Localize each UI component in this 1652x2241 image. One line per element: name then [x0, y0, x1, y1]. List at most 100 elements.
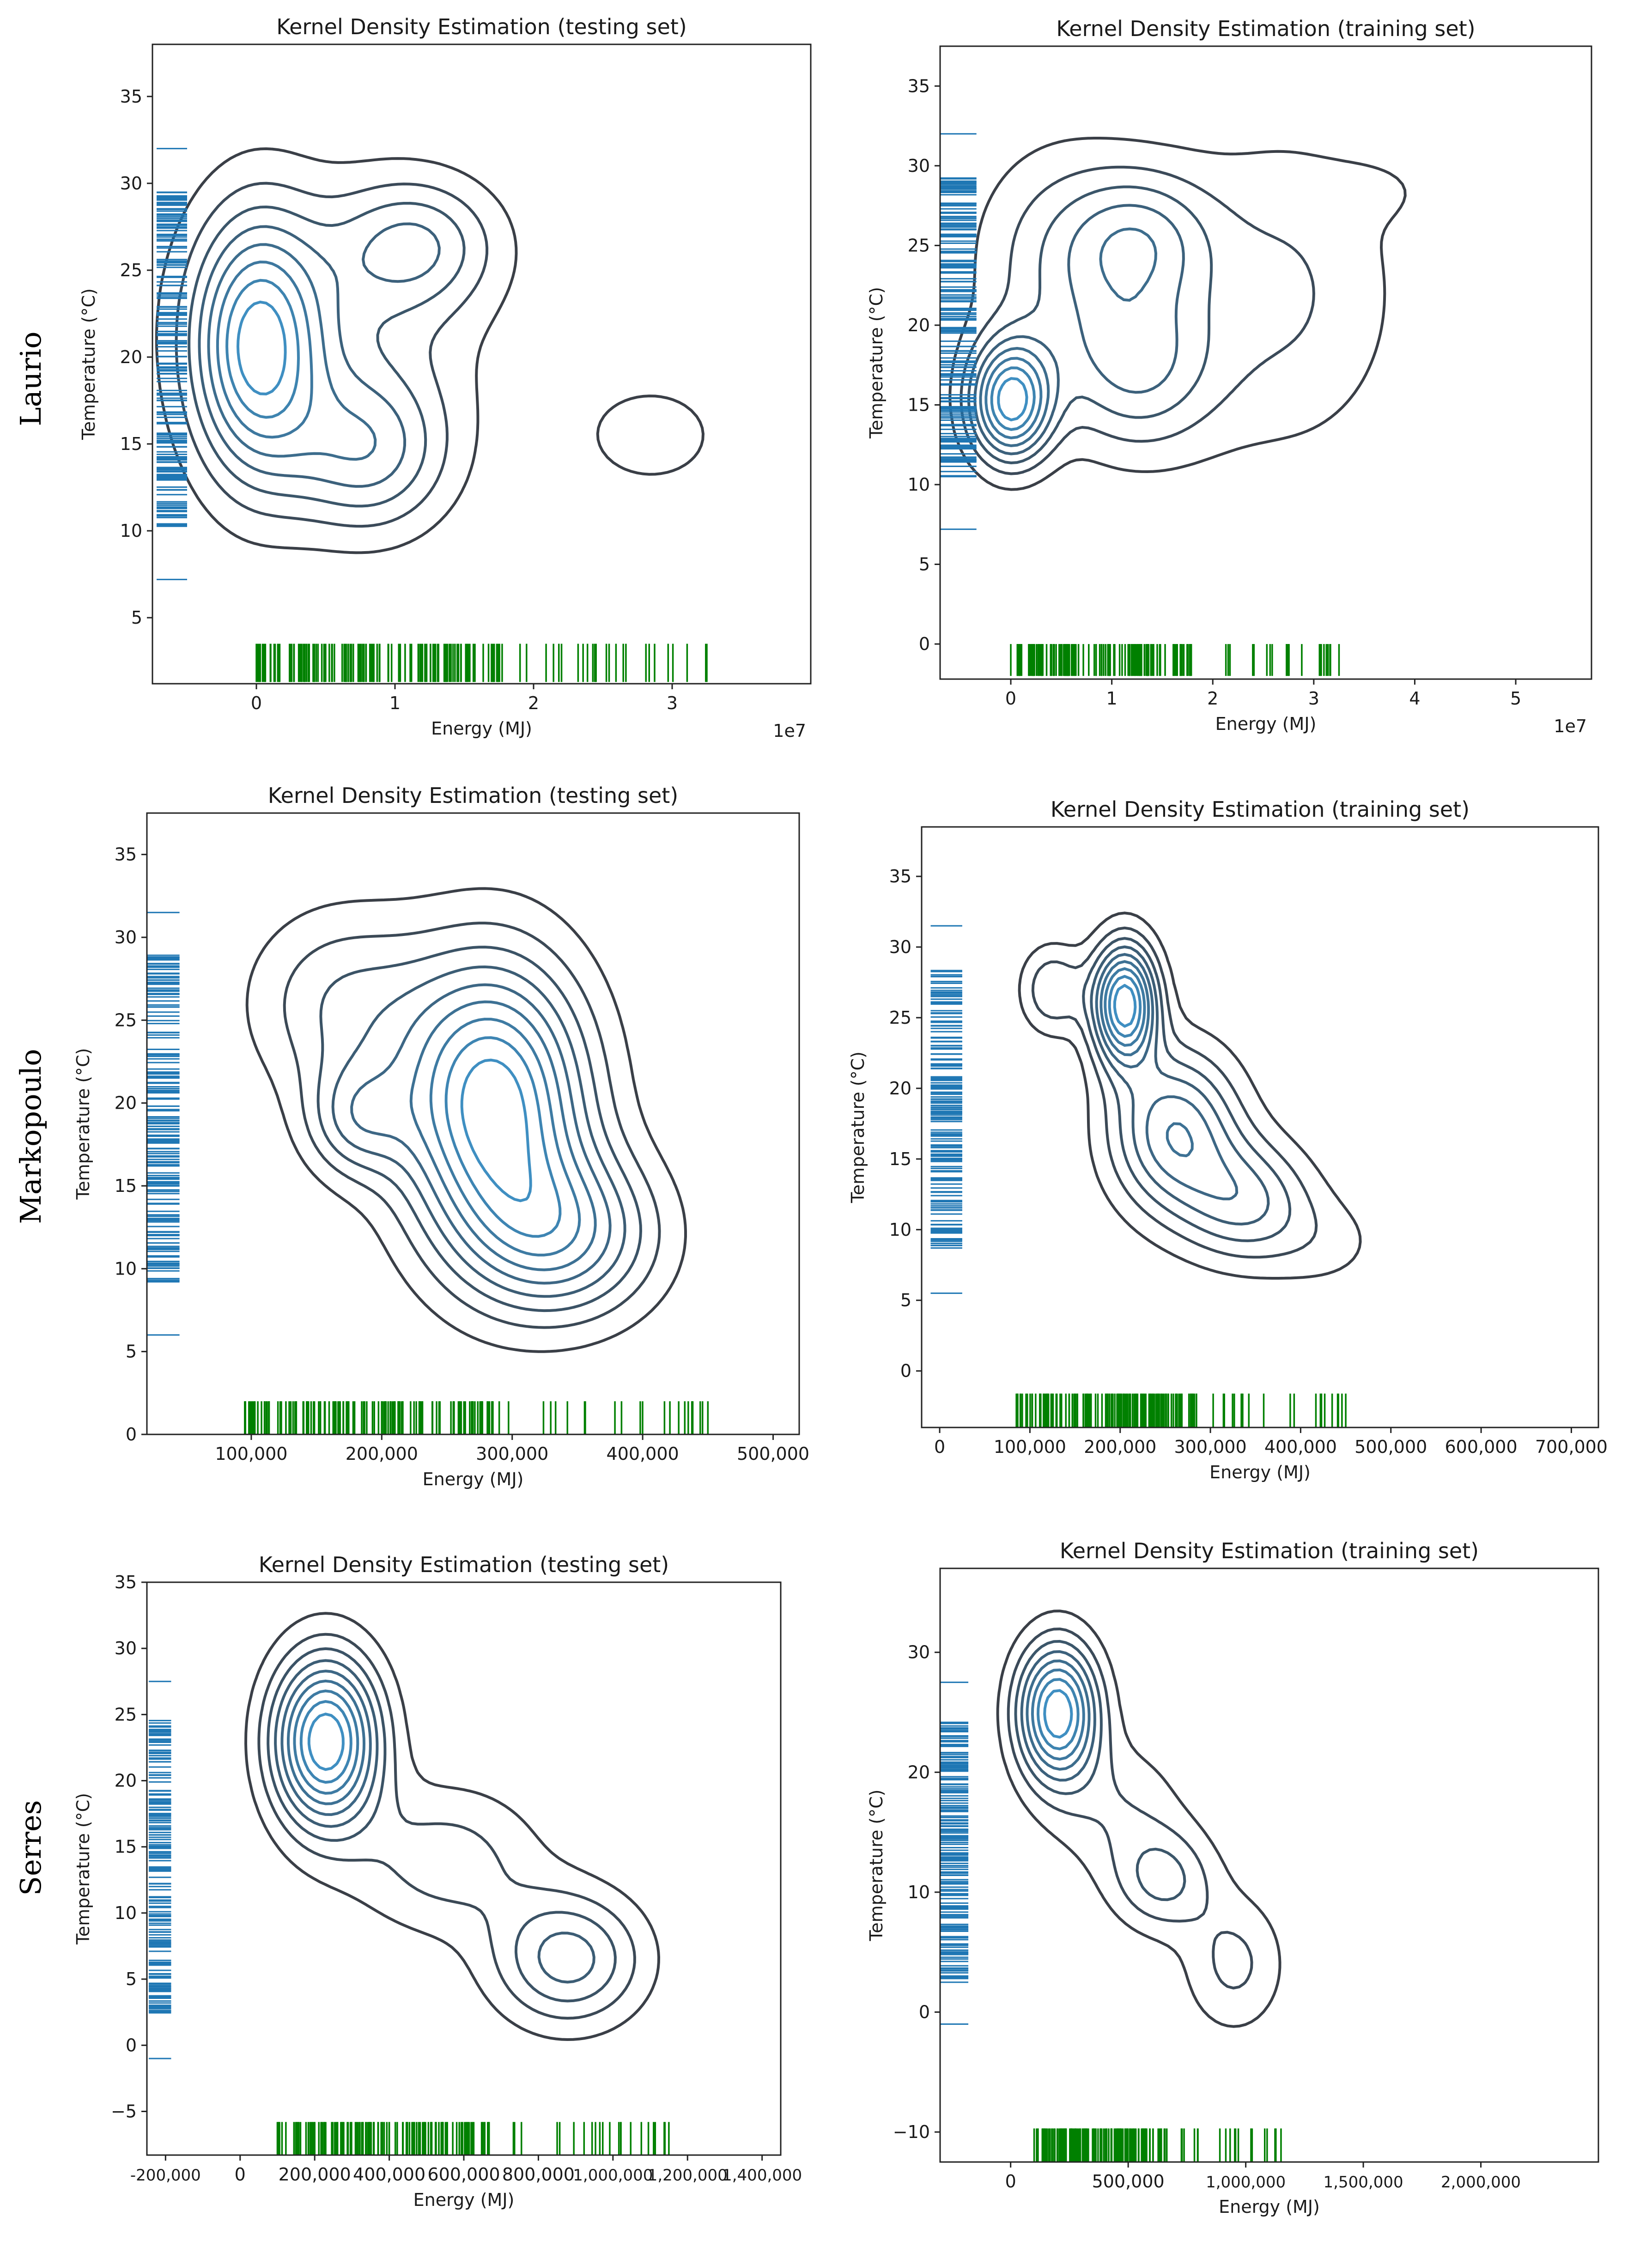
- x-tick-label: 500,000: [1354, 1437, 1427, 1457]
- x-tick-label: 500,000: [1092, 2171, 1165, 2192]
- y-tick-label: 10: [889, 1220, 911, 1240]
- kde-contour-level-8: [299, 1700, 352, 1784]
- panel-serres-test: -200,000 0 200,000 400,000 600,000 800,0001,0…: [73, 1552, 802, 2210]
- y-tick-label: 30: [889, 937, 911, 957]
- y-tick-label: 20: [120, 347, 142, 367]
- kde-contour-level-9: [1113, 984, 1137, 1028]
- kde-contour-level-5: [1095, 953, 1239, 1201]
- y-axis-label: Temperature (°C): [73, 1048, 93, 1200]
- kde-contour-level-5: [350, 983, 612, 1285]
- x-tick-label: 2,000,000: [1441, 2173, 1521, 2192]
- y-tick-label: 15: [908, 395, 930, 415]
- kde-contour-level-1: [244, 1612, 660, 2041]
- y-tick-label: 10: [115, 1903, 137, 1923]
- kde-contour-level-2: [257, 1633, 636, 2020]
- kde-contour-level-7: [225, 279, 300, 419]
- kde-contour-level-2: [283, 922, 661, 1329]
- y-tick-label: 30: [908, 156, 930, 176]
- x-tick-label: 3: [667, 693, 678, 713]
- y-tick-label: 30: [120, 173, 142, 194]
- x-tick-label: 5: [1510, 688, 1521, 709]
- chart-title: Kernel Density Estimation (testing set): [259, 1552, 669, 1577]
- x-tick-label: 100,000: [215, 1444, 287, 1464]
- y-tick-label: 0: [900, 1361, 911, 1381]
- kde-contour-level-4: [274, 1659, 595, 1984]
- y-tick-label: 35: [889, 866, 911, 887]
- axes-frame: [939, 1567, 1599, 2163]
- y-tick-label: 20: [908, 315, 930, 335]
- y-tick-label: 5: [131, 607, 142, 628]
- x-tick-label: 800,000: [502, 2164, 575, 2185]
- kde-contour-level-8: [997, 377, 1028, 421]
- x-axis-label: Energy (MJ): [431, 718, 532, 739]
- x-tick-label: 0: [251, 693, 262, 713]
- y-tick-label: 30: [115, 1638, 137, 1658]
- x-tick-label: 700,000: [1535, 1437, 1608, 1457]
- y-tick-label: 15: [889, 1149, 911, 1169]
- x-axis-label: Energy (MJ): [1219, 2197, 1320, 2217]
- y-tick-label: 30: [908, 1642, 930, 1663]
- y-tick-label: 10: [115, 1258, 137, 1279]
- kde-contour-level-4: [973, 204, 1185, 455]
- kde-contour-level-2: [1031, 926, 1318, 1259]
- x-tick-label: 400,000: [607, 1444, 679, 1464]
- kde-contour-level-5: [1026, 1659, 1091, 1771]
- x-tick-label: 400,000: [353, 2164, 425, 2185]
- x-tick-label: 2: [528, 693, 539, 713]
- kde-contour-level-3: [1082, 937, 1292, 1242]
- kde-contour-level-6: [1031, 1668, 1085, 1761]
- chart-title: Kernel Density Estimation (training set): [1060, 1538, 1479, 1563]
- kde-contour-level-7: [429, 1018, 581, 1257]
- kde-contour-level-8: [1043, 1689, 1073, 1739]
- chart-title: Kernel Density Estimation (testing set): [276, 14, 687, 39]
- kde-contour-level-6: [409, 1000, 597, 1271]
- y-tick-label: 10: [908, 1882, 930, 1902]
- axes-frame: [152, 43, 812, 685]
- axes-frame: [921, 826, 1599, 1428]
- kde-contour-level-5: [207, 243, 377, 461]
- y-tick-label: 25: [115, 1704, 137, 1725]
- x-tick-label: 0: [1005, 2171, 1016, 2192]
- x-axis-label: Energy (MJ): [1209, 1462, 1311, 1482]
- x-axis-label: Energy (MJ): [413, 2190, 515, 2210]
- kde-contour-level-7: [1037, 1678, 1080, 1750]
- chart-title: Kernel Density Estimation (training set): [1051, 797, 1470, 822]
- y-tick-label: 5: [126, 1969, 137, 1989]
- kde-contour-level-6: [287, 1679, 365, 1805]
- y-tick-label: 25: [889, 1008, 911, 1028]
- axes-frame: [146, 812, 800, 1435]
- kde-contour-level-4: [1090, 945, 1270, 1226]
- x-tick-label: 600,000: [1445, 1437, 1517, 1457]
- y-tick-label: 25: [120, 260, 142, 280]
- kde-contour-level-9: [460, 1058, 532, 1202]
- x-axis-label: Energy (MJ): [423, 1469, 524, 1489]
- x-axis-label: Energy (MJ): [1215, 714, 1317, 734]
- y-tick-label: 25: [908, 235, 930, 255]
- kde-contour-level-2: [1007, 1628, 1253, 1990]
- y-tick-label: 30: [115, 927, 137, 947]
- kde-contour-level-1: [996, 1609, 1282, 2028]
- kde-contour-level-5: [979, 227, 1157, 447]
- kde-contour-level-3: [316, 946, 642, 1312]
- kde-contour-level-8: [444, 1036, 562, 1238]
- x-tick-label: 100,000: [994, 1437, 1066, 1457]
- y-tick-label: 20: [115, 1771, 137, 1791]
- row-label-laurio: Laurio: [14, 332, 48, 426]
- kde-contour-level-2: [175, 182, 489, 528]
- x-tick-label: 1,400,000: [722, 2166, 802, 2185]
- panel-laurio-train: 0 1 2 3 4 5 0 5 10 15 20 25 30 35 Kernel Density Estim…: [866, 16, 1592, 736]
- x-tick-label: 500,000: [737, 1444, 809, 1464]
- kde-contour-level-5: [280, 1670, 372, 1816]
- x-tick-label: 1: [389, 693, 401, 713]
- y-tick-label: 10: [908, 474, 930, 495]
- y-tick-label: 5: [900, 1290, 911, 1311]
- x-tick-label: 3: [1308, 688, 1319, 709]
- kde-contour-level-6: [1099, 960, 1194, 1157]
- y-tick-label: −10: [893, 2122, 930, 2142]
- kde-contour-level-3: [267, 1647, 617, 2003]
- y-tick-label: −5: [111, 2101, 137, 2121]
- kde-contour-level-1: [948, 137, 1407, 491]
- kde-contour-level-7: [1104, 967, 1146, 1047]
